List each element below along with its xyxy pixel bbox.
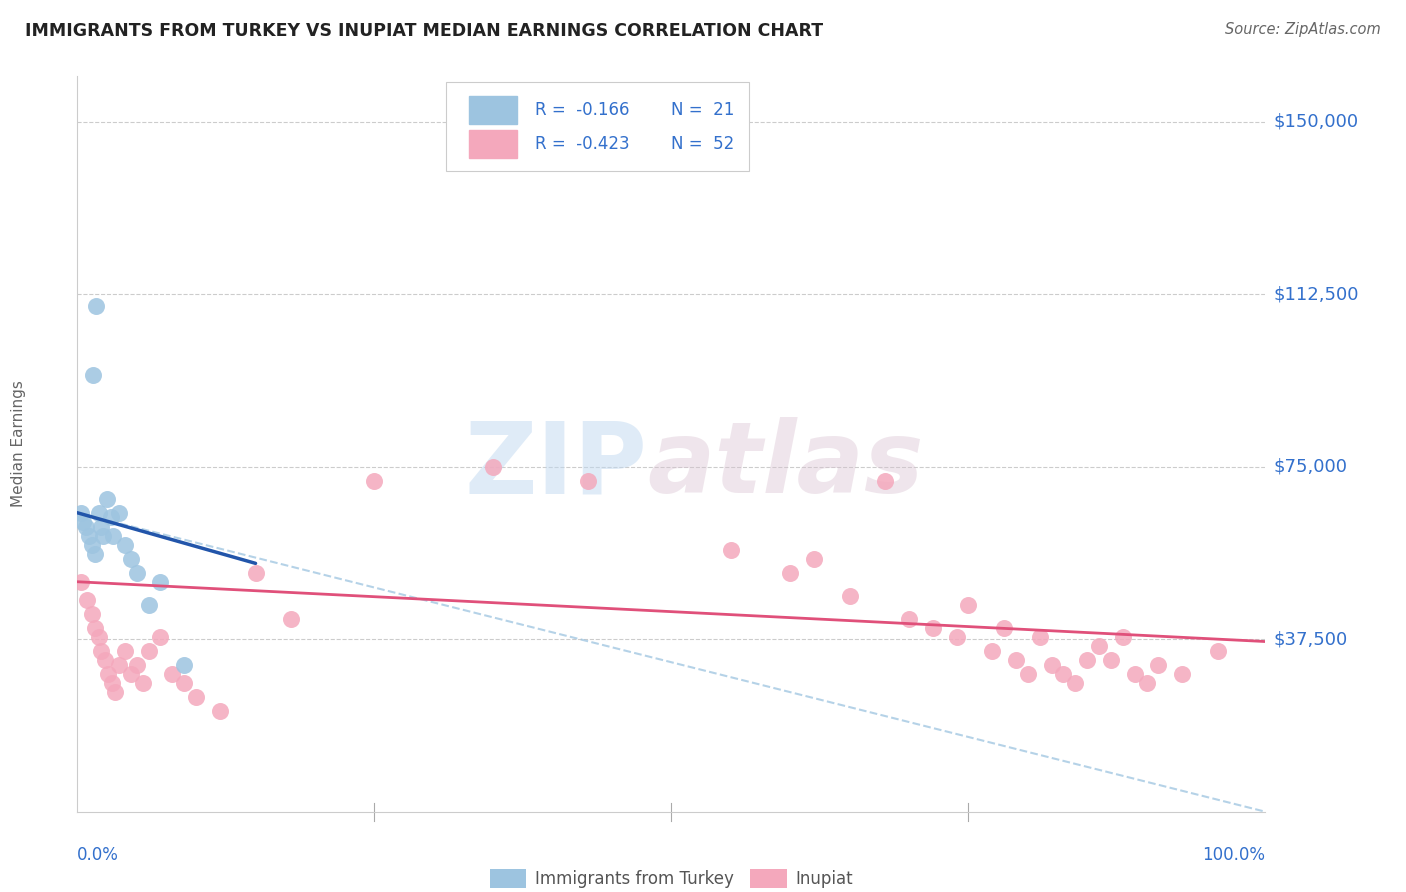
Point: [87, 630, 110, 644]
Point: [173, 657, 195, 672]
Point: [101, 529, 124, 543]
Text: $150,000: $150,000: [1274, 112, 1360, 131]
Point: [1064, 676, 1087, 690]
Point: [75, 519, 97, 533]
Point: [1005, 653, 1028, 667]
Point: [945, 630, 967, 644]
Point: [93, 529, 115, 543]
Point: [93, 653, 115, 667]
Legend: Immigrants from Turkey, Inupiat: Immigrants from Turkey, Inupiat: [489, 870, 853, 888]
Point: [1099, 653, 1122, 667]
Point: [72, 515, 94, 529]
Point: [101, 676, 124, 690]
Point: [1088, 639, 1111, 653]
Text: atlas: atlas: [648, 417, 924, 515]
Point: [125, 657, 148, 672]
Point: [1112, 630, 1135, 644]
Bar: [470, 129, 517, 158]
Text: IMMIGRANTS FROM TURKEY VS INUPIAT MEDIAN EARNINGS CORRELATION CHART: IMMIGRANTS FROM TURKEY VS INUPIAT MEDIAN…: [25, 22, 824, 40]
Point: [82, 368, 104, 382]
Point: [1076, 653, 1098, 667]
Point: [482, 459, 505, 474]
Point: [245, 566, 267, 580]
Point: [898, 611, 921, 625]
Text: ZIP: ZIP: [465, 417, 648, 515]
Point: [875, 474, 897, 488]
Point: [576, 474, 599, 488]
Text: 0.0%: 0.0%: [77, 846, 120, 863]
Point: [1028, 630, 1050, 644]
Point: [186, 690, 208, 704]
Bar: [470, 95, 517, 124]
Point: [1206, 644, 1229, 658]
Text: Source: ZipAtlas.com: Source: ZipAtlas.com: [1225, 22, 1381, 37]
Point: [90, 644, 112, 658]
Text: $75,000: $75,000: [1274, 458, 1348, 475]
Point: [149, 630, 172, 644]
Text: $37,500: $37,500: [1274, 631, 1348, 648]
Point: [131, 676, 153, 690]
Point: [114, 644, 136, 658]
Text: $112,500: $112,500: [1274, 285, 1360, 303]
Point: [162, 666, 184, 681]
Point: [90, 519, 112, 533]
Point: [981, 644, 1004, 658]
Point: [96, 491, 118, 506]
Point: [77, 529, 100, 543]
Point: [84, 547, 107, 561]
Text: R =  -0.166: R = -0.166: [534, 101, 630, 119]
Point: [173, 676, 195, 690]
Point: [921, 621, 943, 635]
Point: [363, 474, 385, 488]
Text: N =  21: N = 21: [672, 101, 735, 119]
Point: [138, 598, 160, 612]
Point: [803, 551, 825, 566]
Point: [80, 607, 103, 621]
Point: [97, 666, 120, 681]
Point: [1123, 666, 1146, 681]
Point: [114, 538, 136, 552]
Point: [138, 644, 160, 658]
Point: [1171, 666, 1194, 681]
Point: [1017, 666, 1039, 681]
Point: [1052, 666, 1074, 681]
Point: [1147, 657, 1170, 672]
Point: [280, 611, 302, 625]
Point: [100, 510, 122, 524]
Point: [779, 566, 801, 580]
Point: [76, 593, 98, 607]
Point: [120, 666, 142, 681]
Point: [149, 574, 172, 589]
Point: [80, 538, 103, 552]
Text: R =  -0.423: R = -0.423: [534, 135, 630, 153]
Point: [720, 542, 742, 557]
Text: N =  52: N = 52: [672, 135, 734, 153]
Point: [957, 598, 980, 612]
FancyBboxPatch shape: [446, 82, 748, 171]
Text: Median Earnings: Median Earnings: [11, 380, 25, 508]
Point: [84, 621, 107, 635]
Point: [120, 551, 142, 566]
Point: [108, 657, 131, 672]
Point: [1136, 676, 1159, 690]
Point: [108, 506, 131, 520]
Text: 100.0%: 100.0%: [1202, 846, 1265, 863]
Point: [70, 574, 93, 589]
Point: [86, 299, 108, 313]
Point: [208, 704, 231, 718]
Point: [87, 506, 110, 520]
Point: [125, 566, 148, 580]
Point: [104, 685, 127, 699]
Point: [838, 589, 860, 603]
Point: [1040, 657, 1063, 672]
Point: [70, 506, 93, 520]
Point: [993, 621, 1015, 635]
